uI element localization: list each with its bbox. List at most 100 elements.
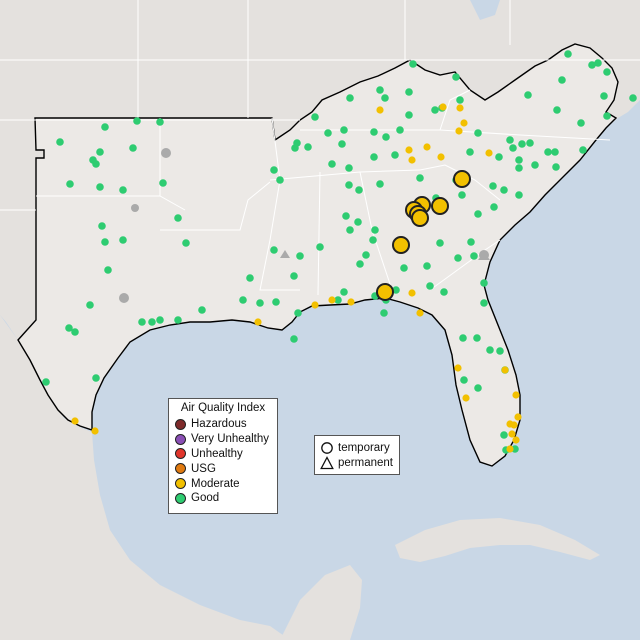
good-station-marker[interactable] — [346, 94, 354, 102]
good-station-marker[interactable] — [294, 309, 302, 317]
good-station-marker[interactable] — [270, 246, 278, 254]
moderate-station-marker[interactable] — [454, 364, 462, 372]
good-station-marker[interactable] — [579, 146, 587, 154]
good-station-marker[interactable] — [362, 251, 370, 259]
moderate-station-marker[interactable] — [501, 366, 509, 374]
good-station-marker[interactable] — [174, 214, 182, 222]
good-station-marker[interactable] — [382, 133, 390, 141]
moderate-station-marker[interactable] — [460, 119, 468, 127]
good-station-marker[interactable] — [480, 299, 488, 307]
good-station-marker[interactable] — [340, 126, 348, 134]
good-station-marker[interactable] — [495, 153, 503, 161]
moderate-station-marker[interactable] — [439, 103, 447, 111]
good-station-marker[interactable] — [473, 334, 481, 342]
good-station-marker[interactable] — [328, 160, 336, 168]
good-station-marker[interactable] — [470, 252, 478, 260]
good-station-marker[interactable] — [129, 144, 137, 152]
good-station-marker[interactable] — [509, 144, 517, 152]
good-station-marker[interactable] — [409, 60, 417, 68]
good-station-marker[interactable] — [603, 68, 611, 76]
moderate-station-marker[interactable] — [376, 106, 384, 114]
moderate-station-marker[interactable] — [512, 436, 520, 444]
good-station-marker[interactable] — [511, 445, 519, 453]
good-station-marker[interactable] — [515, 164, 523, 172]
good-station-marker[interactable] — [474, 210, 482, 218]
good-station-marker[interactable] — [371, 226, 379, 234]
good-station-marker[interactable] — [490, 203, 498, 211]
good-station-marker[interactable] — [198, 306, 206, 314]
good-station-marker[interactable] — [96, 183, 104, 191]
good-station-marker[interactable] — [489, 182, 497, 190]
good-station-marker[interactable] — [474, 384, 482, 392]
good-station-marker[interactable] — [71, 328, 79, 336]
good-station-marker[interactable] — [423, 262, 431, 270]
moderate-temporary-monitor-marker[interactable] — [411, 209, 429, 227]
good-station-marker[interactable] — [431, 106, 439, 114]
good-station-marker[interactable] — [86, 301, 94, 309]
good-station-marker[interactable] — [370, 153, 378, 161]
moderate-temporary-monitor-marker[interactable] — [431, 197, 449, 215]
good-station-marker[interactable] — [354, 218, 362, 226]
good-station-marker[interactable] — [400, 264, 408, 272]
good-station-marker[interactable] — [376, 86, 384, 94]
good-station-marker[interactable] — [138, 318, 146, 326]
good-station-marker[interactable] — [346, 226, 354, 234]
good-station-marker[interactable] — [42, 378, 50, 386]
good-station-marker[interactable] — [405, 88, 413, 96]
good-station-marker[interactable] — [290, 272, 298, 280]
moderate-station-marker[interactable] — [71, 417, 79, 425]
good-station-marker[interactable] — [182, 239, 190, 247]
moderate-temporary-monitor-marker[interactable] — [453, 170, 471, 188]
good-station-marker[interactable] — [296, 252, 304, 260]
good-station-marker[interactable] — [466, 148, 474, 156]
good-station-marker[interactable] — [92, 374, 100, 382]
good-station-marker[interactable] — [506, 136, 514, 144]
good-station-marker[interactable] — [531, 161, 539, 169]
good-station-marker[interactable] — [456, 96, 464, 104]
moderate-station-marker[interactable] — [311, 301, 319, 309]
good-station-marker[interactable] — [515, 156, 523, 164]
good-station-marker[interactable] — [101, 123, 109, 131]
good-station-marker[interactable] — [558, 76, 566, 84]
good-station-marker[interactable] — [553, 106, 561, 114]
good-station-marker[interactable] — [396, 126, 404, 134]
good-station-marker[interactable] — [345, 164, 353, 172]
good-station-marker[interactable] — [92, 160, 100, 168]
good-station-marker[interactable] — [552, 163, 560, 171]
good-station-marker[interactable] — [370, 128, 378, 136]
good-station-marker[interactable] — [101, 238, 109, 246]
good-station-marker[interactable] — [256, 299, 264, 307]
good-station-marker[interactable] — [104, 266, 112, 274]
moderate-station-marker[interactable] — [328, 296, 336, 304]
good-station-marker[interactable] — [486, 346, 494, 354]
good-station-marker[interactable] — [526, 139, 534, 147]
good-station-marker[interactable] — [496, 347, 504, 355]
good-station-marker[interactable] — [544, 148, 552, 156]
good-station-marker[interactable] — [467, 238, 475, 246]
moderate-station-marker[interactable] — [508, 430, 516, 438]
good-station-marker[interactable] — [311, 113, 319, 121]
moderate-station-marker[interactable] — [455, 127, 463, 135]
good-station-marker[interactable] — [391, 151, 399, 159]
good-station-marker[interactable] — [480, 279, 488, 287]
good-station-marker[interactable] — [156, 316, 164, 324]
moderate-station-marker[interactable] — [506, 445, 514, 453]
good-station-marker[interactable] — [119, 186, 127, 194]
good-station-marker[interactable] — [345, 181, 353, 189]
good-station-marker[interactable] — [65, 324, 73, 332]
good-station-marker[interactable] — [416, 174, 424, 182]
good-station-marker[interactable] — [148, 318, 156, 326]
moderate-station-marker[interactable] — [347, 298, 355, 306]
good-station-marker[interactable] — [515, 191, 523, 199]
good-station-marker[interactable] — [380, 309, 388, 317]
moderate-station-marker[interactable] — [462, 394, 470, 402]
good-station-marker[interactable] — [376, 180, 384, 188]
good-station-marker[interactable] — [436, 239, 444, 247]
good-station-marker[interactable] — [156, 118, 164, 126]
moderate-station-marker[interactable] — [485, 149, 493, 157]
good-station-marker[interactable] — [133, 117, 141, 125]
good-station-marker[interactable] — [551, 148, 559, 156]
good-station-marker[interactable] — [174, 316, 182, 324]
good-station-marker[interactable] — [270, 166, 278, 174]
good-station-marker[interactable] — [458, 191, 466, 199]
